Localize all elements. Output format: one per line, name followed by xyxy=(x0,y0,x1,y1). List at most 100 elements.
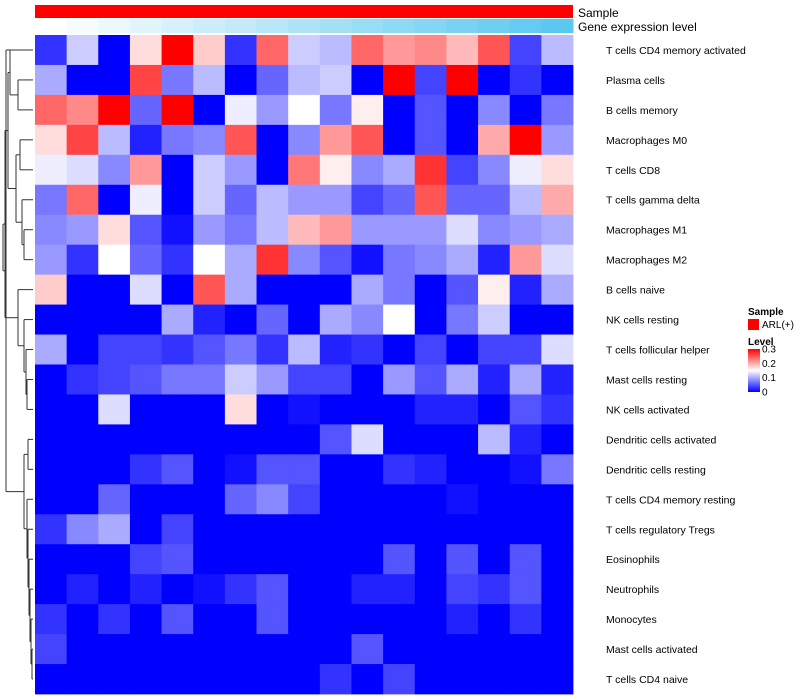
heatmap-cell xyxy=(35,514,68,545)
heatmap-cell xyxy=(541,634,574,665)
heatmap-cell xyxy=(383,124,416,156)
heatmap-cell xyxy=(446,574,479,605)
heatmap-cell xyxy=(129,244,162,276)
heatmap-cell xyxy=(351,514,384,545)
heatmap-cell xyxy=(66,424,99,455)
heatmap-cell xyxy=(256,514,289,545)
heatmap-cell xyxy=(478,544,511,575)
annotation-cell-expression xyxy=(161,19,194,33)
heatmap-cell xyxy=(224,334,257,365)
heatmap-cell xyxy=(319,334,352,365)
heatmap-cell xyxy=(414,604,447,635)
heatmap-cell xyxy=(478,304,511,335)
heatmap-cell xyxy=(35,664,68,695)
heatmap-cell xyxy=(98,424,131,455)
heatmap-cell xyxy=(193,334,226,365)
heatmap-cell xyxy=(98,184,131,216)
heatmap-cell xyxy=(541,124,574,156)
heatmap-cell xyxy=(98,364,131,395)
heatmap-cell xyxy=(256,424,289,455)
heatmap-cell xyxy=(509,664,542,695)
heatmap-cell xyxy=(66,124,99,156)
heatmap-cell xyxy=(193,544,226,575)
heatmap-cell xyxy=(161,334,194,365)
heatmap-cell xyxy=(414,35,447,66)
heatmap-cell xyxy=(256,634,289,665)
annotation-cell-expression xyxy=(35,19,68,33)
heatmap-cell xyxy=(351,64,384,96)
heatmap-cell xyxy=(414,154,447,186)
heatmap-cell xyxy=(351,634,384,665)
heatmap-cell xyxy=(414,94,447,126)
legend-level-tick: 0.1 xyxy=(762,373,776,384)
row-label: T cells CD4 memory resting xyxy=(606,494,735,506)
heatmap-cell xyxy=(193,274,226,305)
heatmap-cell xyxy=(319,394,352,425)
heatmap-cell xyxy=(256,364,289,395)
legend-level-tick: 0.3 xyxy=(762,345,776,356)
heatmap-cell xyxy=(509,394,542,425)
heatmap-cell xyxy=(129,274,162,305)
heatmap-cell xyxy=(446,214,479,246)
heatmap-cell xyxy=(193,364,226,395)
heatmap-cell xyxy=(383,544,416,575)
heatmap-cell xyxy=(446,394,479,425)
heatmap-cell xyxy=(161,394,194,425)
heatmap-cell xyxy=(256,274,289,305)
heatmap-cell xyxy=(541,214,574,246)
heatmap-cell xyxy=(509,304,542,335)
heatmap-cell xyxy=(351,124,384,156)
annotation-cell-expression xyxy=(288,19,321,33)
row-label: Plasma cells xyxy=(606,75,665,87)
heatmap-cell xyxy=(161,544,194,575)
heatmap-cell xyxy=(509,214,542,246)
heatmap-cell xyxy=(319,304,352,335)
heatmap-cell xyxy=(446,514,479,545)
heatmap-cell xyxy=(351,454,384,485)
heatmap-cell xyxy=(478,124,511,156)
heatmap-cell xyxy=(129,64,162,96)
heatmap-cell xyxy=(509,124,542,156)
heatmap-cell xyxy=(478,364,511,395)
heatmap-cell xyxy=(193,424,226,455)
row-label: Macrophages M1 xyxy=(606,225,687,237)
heatmap-cell xyxy=(35,634,68,665)
heatmap-cell xyxy=(351,274,384,305)
annotation-cell-expression xyxy=(446,19,479,33)
heatmap-cell xyxy=(161,634,194,665)
row-label: Macrophages M2 xyxy=(606,255,687,267)
heatmap-cell xyxy=(256,394,289,425)
heatmap-cell xyxy=(509,544,542,575)
heatmap-cell xyxy=(66,454,99,485)
heatmap-cell xyxy=(478,94,511,126)
heatmap-cell xyxy=(98,544,131,575)
heatmap-cell xyxy=(256,304,289,335)
heatmap-cell xyxy=(351,664,384,695)
heatmap-cell xyxy=(224,424,257,455)
heatmap-cell xyxy=(446,424,479,455)
heatmap-cell xyxy=(541,334,574,365)
heatmap-cell xyxy=(66,604,99,635)
heatmap-cell xyxy=(129,664,162,695)
legend-sample-title: Sample xyxy=(748,307,784,318)
heatmap-cell xyxy=(35,214,68,246)
heatmap-cell xyxy=(98,634,131,665)
heatmap-cell xyxy=(35,304,68,335)
annotation-cell-expression xyxy=(256,19,289,33)
heatmap-cell xyxy=(288,604,321,635)
heatmap-cell xyxy=(319,274,352,305)
heatmap-cell xyxy=(256,454,289,485)
heatmap-cell xyxy=(319,454,352,485)
row-label: Macrophages M0 xyxy=(606,135,687,147)
heatmap-cell xyxy=(98,64,131,96)
legend-sample-swatch xyxy=(748,319,759,330)
heatmap-cell xyxy=(446,664,479,695)
heatmap-cell xyxy=(351,35,384,66)
heatmap-cell xyxy=(288,664,321,695)
heatmap-cell xyxy=(66,634,99,665)
heatmap-cell xyxy=(129,94,162,126)
annotation-cell-expression xyxy=(98,19,131,33)
heatmap-cell xyxy=(161,304,194,335)
heatmap-cell xyxy=(224,304,257,335)
heatmap-cell xyxy=(256,124,289,156)
